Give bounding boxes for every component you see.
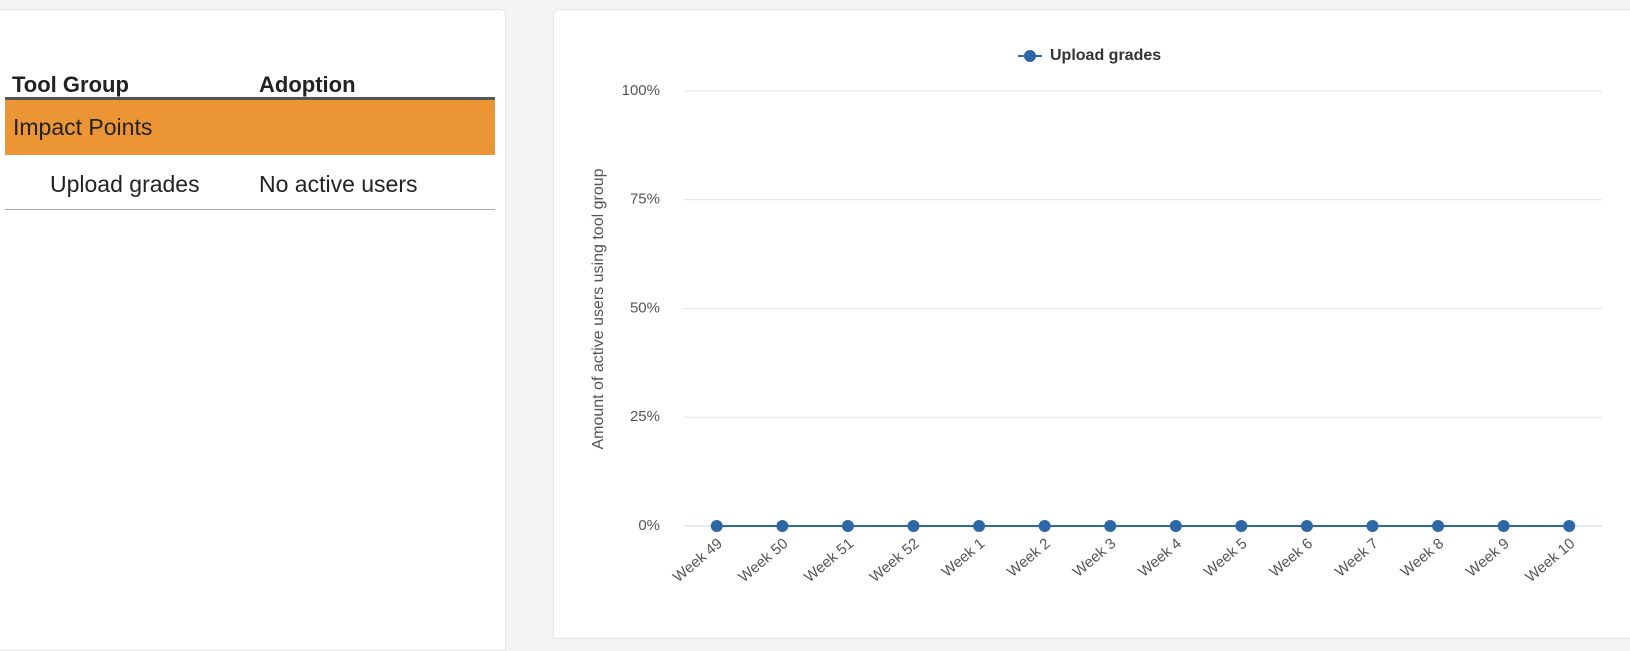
x-tick-label: Week 8 xyxy=(1398,535,1448,581)
legend-label: Upload grades xyxy=(1050,47,1161,64)
data-point xyxy=(1432,520,1445,532)
table-header: Adoption xyxy=(259,72,356,97)
data-point xyxy=(1104,520,1117,532)
y-tick-label: 0% xyxy=(638,517,660,534)
x-tick-label: Week 49 xyxy=(670,535,726,586)
x-tick-label: Week 7 xyxy=(1332,535,1382,581)
x-tick-label: Week 6 xyxy=(1266,535,1316,581)
table-cell: Upload grades xyxy=(50,171,200,197)
x-tick-label: Week 2 xyxy=(1004,535,1054,581)
y-tick-label: 50% xyxy=(630,299,660,316)
x-tick-label: Week 52 xyxy=(867,535,923,586)
x-tick-label: Week 51 xyxy=(801,535,857,586)
y-tick-label: 75% xyxy=(630,191,660,208)
data-point xyxy=(1497,520,1510,532)
x-tick-label: Week 5 xyxy=(1201,535,1251,581)
data-point xyxy=(1169,520,1182,532)
data-point xyxy=(1235,520,1248,532)
legend-marker xyxy=(1024,50,1036,62)
y-tick-label: 100% xyxy=(622,82,660,99)
table-cell: No active users xyxy=(259,171,418,197)
y-axis-label: Amount of active users using tool group xyxy=(590,168,607,449)
data-point xyxy=(710,520,723,532)
data-point xyxy=(1563,520,1576,532)
header-rule xyxy=(5,97,495,100)
chart-panel xyxy=(553,9,1630,639)
table-header: Tool Group xyxy=(12,72,129,97)
data-point xyxy=(776,520,789,532)
x-tick-label: Week 10 xyxy=(1522,535,1578,586)
x-tick-label: Week 9 xyxy=(1463,535,1513,581)
x-tick-label: Week 50 xyxy=(735,535,791,586)
y-tick-label: 25% xyxy=(630,408,660,425)
data-point xyxy=(907,520,920,532)
data-point xyxy=(841,520,854,532)
data-point xyxy=(973,520,986,532)
data-point xyxy=(1038,520,1051,532)
table-panel: Tool Group Adoption Impact Points Upload… xyxy=(0,9,506,651)
row-rule xyxy=(5,209,495,210)
data-point xyxy=(1300,520,1313,532)
group-row: Impact Points xyxy=(5,100,495,155)
x-tick-label: Week 3 xyxy=(1070,535,1120,581)
x-tick-label: Week 1 xyxy=(939,535,989,581)
x-tick-label: Week 4 xyxy=(1135,535,1185,581)
data-point xyxy=(1366,520,1379,532)
